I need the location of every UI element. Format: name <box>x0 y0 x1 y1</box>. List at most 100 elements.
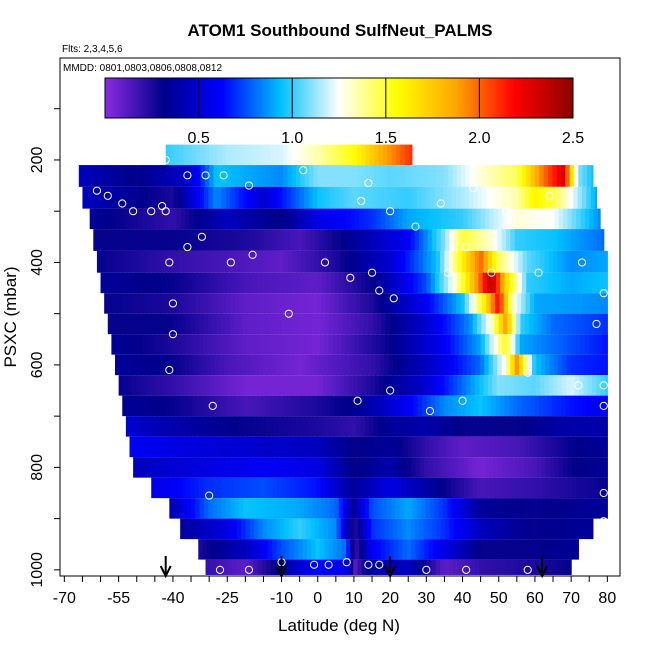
heatmap-cell <box>282 416 288 437</box>
heatmap-cell <box>287 144 293 166</box>
heatmap-cell <box>445 229 451 251</box>
heatmap-cell <box>506 334 512 355</box>
heatmap-cell <box>282 165 288 187</box>
heatmap-cell <box>309 272 314 294</box>
heatmap-cell <box>405 250 411 273</box>
heatmap-cell <box>469 165 475 187</box>
heatmap-cell <box>185 436 191 458</box>
heatmap-cell <box>558 208 564 230</box>
heatmap-cell <box>400 375 406 396</box>
heatmap-cell <box>237 208 243 230</box>
heatmap-cell <box>400 144 406 166</box>
heatmap-cell <box>152 395 158 417</box>
heatmap-cell <box>169 498 175 519</box>
heatmap-cell <box>435 375 441 396</box>
heatmap-cell <box>537 539 543 560</box>
heatmap-cell <box>280 354 286 376</box>
heatmap-cell <box>78 165 84 187</box>
heatmap-cell <box>521 272 527 294</box>
heatmap-cell <box>462 518 468 540</box>
heatmap-cell <box>183 250 189 273</box>
heatmap-cell <box>224 334 230 355</box>
heatmap-cell <box>559 436 565 458</box>
heatmap-cell <box>472 436 478 458</box>
heatmap-cell <box>305 559 311 575</box>
heatmap-cell <box>307 436 313 458</box>
heatmap-cell <box>338 498 344 519</box>
heatmap-cell <box>166 250 172 273</box>
heatmap-cell <box>248 272 254 294</box>
heatmap-cell <box>561 559 567 575</box>
heatmap-cell <box>146 208 152 230</box>
heatmap-cell <box>277 498 283 519</box>
heatmap-cell <box>498 436 504 458</box>
heatmap-cell <box>516 293 522 314</box>
heatmap-cell <box>498 477 504 499</box>
heatmap-cell <box>269 165 275 187</box>
heatmap-cell <box>121 293 127 314</box>
heatmap-cell <box>200 395 206 417</box>
heatmap-cell <box>563 539 569 560</box>
heatmap-cell <box>549 229 555 251</box>
heatmap-cell <box>437 313 443 335</box>
heatmap-cell <box>286 498 292 519</box>
heatmap-cell <box>196 165 202 187</box>
heatmap-cell <box>135 165 141 187</box>
track-marker <box>147 207 156 216</box>
heatmap-cell <box>196 395 202 417</box>
heatmap-cell <box>267 354 273 376</box>
heatmap-cell <box>210 518 216 540</box>
heatmap-cell <box>204 186 210 209</box>
track-marker <box>183 242 192 252</box>
heatmap-cell <box>145 229 151 251</box>
heatmap-cell <box>366 375 372 396</box>
heatmap-cell <box>498 208 503 230</box>
heatmap-cell <box>532 518 537 540</box>
heatmap-cell <box>467 539 473 560</box>
heatmap-cell <box>207 313 213 335</box>
heatmap-cell <box>229 477 235 499</box>
heatmap-cell <box>159 334 165 355</box>
heatmap-cell <box>577 293 583 314</box>
heatmap-cell <box>453 354 459 376</box>
heatmap-cell <box>351 477 356 499</box>
heatmap-cell <box>213 165 219 187</box>
heatmap-cell <box>595 498 600 519</box>
heatmap-cell <box>356 498 362 519</box>
heatmap-cell <box>550 334 556 355</box>
heatmap-cell <box>246 208 252 230</box>
heatmap-cell <box>236 229 242 251</box>
heatmap-cell <box>521 416 527 437</box>
heatmap-cell <box>324 457 330 478</box>
heatmap-cell <box>202 539 208 560</box>
heatmap-cell <box>486 416 492 437</box>
heatmap-cell <box>356 395 362 417</box>
heatmap-cell <box>469 272 475 294</box>
heatmap-cell <box>340 559 346 575</box>
heatmap-cell <box>324 539 330 560</box>
heatmap-cell <box>154 354 160 376</box>
heatmap-cell <box>560 395 566 417</box>
heatmap-cell <box>158 354 164 376</box>
heatmap-cell <box>190 477 196 499</box>
heatmap-cell <box>206 539 212 560</box>
heatmap-cell <box>230 293 236 314</box>
heatmap-cell <box>545 354 551 376</box>
heatmap-cell <box>555 186 561 209</box>
heatmap-cell <box>588 354 594 376</box>
heatmap-cell <box>380 457 386 478</box>
heatmap-cell <box>489 539 495 560</box>
heatmap-cell <box>500 395 506 417</box>
heatmap-cell <box>86 186 92 209</box>
heatmap-cell <box>311 208 317 230</box>
heatmap-cell <box>259 313 265 335</box>
heatmap-cell <box>460 498 466 519</box>
heatmap-cell <box>122 395 128 417</box>
heatmap-cell <box>571 334 577 355</box>
heatmap-cell <box>574 395 579 417</box>
heatmap-cell <box>372 457 377 478</box>
heatmap-cell <box>490 186 496 209</box>
heatmap-cell <box>447 498 453 519</box>
heatmap-cell <box>487 375 493 396</box>
heatmap-cell <box>291 272 297 294</box>
